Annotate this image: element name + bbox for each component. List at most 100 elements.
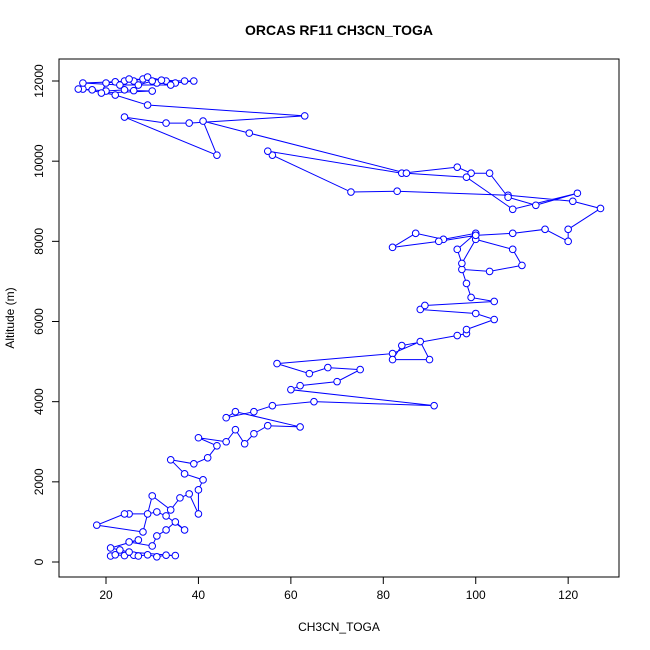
data-point bbox=[153, 532, 161, 540]
data-point bbox=[199, 476, 207, 484]
data-point bbox=[462, 279, 471, 288]
y-tick-label: 8000 bbox=[32, 228, 46, 255]
data-point bbox=[116, 546, 124, 554]
x-tick-label: 20 bbox=[99, 588, 113, 602]
y-tick-label: 2000 bbox=[32, 468, 46, 495]
data-point bbox=[143, 550, 152, 559]
data-point bbox=[310, 397, 318, 406]
data-point bbox=[471, 309, 480, 318]
y-tick-label: 0 bbox=[32, 558, 46, 565]
data-point bbox=[573, 189, 582, 198]
x-axis-label: CH3CN_TOGA bbox=[298, 620, 380, 634]
data-point bbox=[143, 101, 152, 109]
data-point bbox=[453, 331, 462, 340]
data-point bbox=[250, 407, 258, 416]
y-tick-label: 12000 bbox=[32, 64, 46, 98]
data-point bbox=[106, 544, 115, 552]
data-point bbox=[171, 518, 180, 526]
data-point bbox=[111, 91, 120, 99]
x-tick-label: 100 bbox=[466, 588, 486, 602]
data-point bbox=[402, 169, 411, 177]
plot-frame bbox=[58, 58, 620, 578]
data-point bbox=[347, 188, 355, 196]
data-point bbox=[356, 365, 364, 374]
data-point bbox=[74, 85, 83, 93]
data-point bbox=[388, 355, 397, 364]
data-point bbox=[171, 551, 180, 560]
data-point bbox=[532, 201, 540, 210]
data-point bbox=[148, 542, 157, 550]
data-point bbox=[134, 536, 143, 544]
data-point bbox=[296, 423, 304, 431]
data-point bbox=[157, 76, 166, 85]
chart-title: ORCAS RF11 CH3CN_TOGA bbox=[245, 22, 433, 38]
data-point bbox=[462, 173, 471, 182]
y-axis-label: Altitude (m) bbox=[3, 287, 17, 348]
data-point bbox=[518, 261, 526, 270]
data-point bbox=[143, 510, 152, 518]
data-point bbox=[231, 407, 240, 416]
data-point bbox=[185, 490, 193, 498]
data-point bbox=[166, 81, 175, 89]
data-point bbox=[541, 225, 549, 234]
data-point bbox=[333, 377, 341, 386]
data-point bbox=[162, 551, 170, 559]
data-point bbox=[125, 548, 133, 556]
data-point bbox=[485, 267, 494, 276]
data-point bbox=[564, 237, 572, 246]
data-point bbox=[471, 231, 480, 240]
data-point bbox=[508, 205, 517, 214]
data-point bbox=[111, 550, 120, 559]
data-point bbox=[190, 77, 198, 85]
data-point bbox=[199, 117, 207, 125]
data-point bbox=[508, 245, 517, 254]
x-tick-label: 80 bbox=[377, 588, 391, 602]
data-point bbox=[148, 492, 157, 500]
data-point bbox=[263, 421, 272, 430]
x-tick-label: 60 bbox=[284, 588, 298, 602]
data-point bbox=[190, 460, 198, 468]
data-point bbox=[596, 204, 605, 213]
data-point bbox=[194, 433, 203, 442]
data-point bbox=[393, 187, 401, 196]
data-point bbox=[430, 401, 438, 410]
data-point bbox=[185, 119, 193, 127]
data-point bbox=[79, 79, 87, 87]
data-point bbox=[116, 81, 124, 89]
data-point bbox=[490, 297, 499, 306]
data-point bbox=[162, 526, 170, 534]
data-point bbox=[305, 369, 314, 378]
data-point bbox=[250, 429, 258, 438]
data-point bbox=[162, 512, 170, 520]
data-point bbox=[485, 169, 494, 177]
data-point bbox=[120, 86, 129, 94]
y-tick-label: 6000 bbox=[32, 308, 46, 335]
x-tick-label: 40 bbox=[192, 588, 206, 602]
data-point bbox=[213, 151, 221, 159]
data-point bbox=[490, 315, 499, 324]
data-point bbox=[120, 510, 129, 518]
data-point bbox=[296, 381, 304, 390]
data-point bbox=[300, 112, 309, 120]
data-point bbox=[176, 494, 184, 502]
data-point bbox=[568, 197, 577, 206]
data-point bbox=[162, 119, 170, 127]
data-point bbox=[458, 259, 466, 268]
data-point bbox=[462, 325, 471, 334]
data-point bbox=[125, 538, 133, 546]
data-point bbox=[134, 81, 143, 89]
data-point bbox=[180, 526, 189, 534]
data-point bbox=[467, 293, 475, 302]
data-point bbox=[245, 129, 254, 137]
data-point bbox=[416, 337, 425, 346]
data-point bbox=[213, 441, 221, 450]
data-point bbox=[240, 439, 249, 448]
data-point bbox=[180, 470, 189, 478]
data-point bbox=[92, 521, 101, 529]
data-point bbox=[564, 225, 572, 234]
data-point bbox=[134, 552, 143, 560]
data-point bbox=[194, 510, 203, 518]
data-point bbox=[434, 237, 443, 246]
